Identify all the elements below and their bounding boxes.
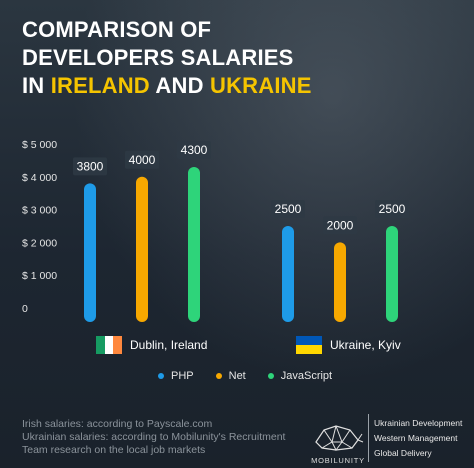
source-line-1: Irish salaries: according to Payscale.co… <box>22 418 213 430</box>
javascript-dot-icon <box>267 373 274 379</box>
source-line-3: Team research on the local job markets <box>22 444 206 456</box>
footer: Irish salaries: according to Payscale.co… <box>0 404 474 468</box>
bar-net-ukraine <box>334 242 346 322</box>
title-line-2: DEVELOPERS SALARIES <box>22 45 294 70</box>
bar-php-ukraine <box>282 226 294 322</box>
bar-net-ireland <box>136 176 148 322</box>
brand-name: MOBILUNITY <box>311 456 365 465</box>
sources-note: Irish salaries: according to Payscale.co… <box>22 418 292 457</box>
bar-php-ireland <box>84 183 96 322</box>
city-ireland-label: Dublin, Ireland <box>130 338 208 352</box>
data-label: 2500 <box>275 202 302 216</box>
legend-javascript-label: JavaScript <box>280 370 333 382</box>
y-tick-label: $ 4 000 <box>22 172 57 184</box>
ireland-flag-icon <box>96 336 122 354</box>
legend-item-net: Net <box>215 370 246 382</box>
y-tick-label: $ 2 000 <box>22 237 57 249</box>
bar-javascript-ukraine <box>386 226 398 322</box>
title-connector: AND <box>155 73 204 98</box>
chart-svg: $ 5 000 $ 4 000 $ 3 000 $ 2 000 $ 1 000 0 3800… <box>22 139 409 322</box>
brand-services: Ukrainian Development Western Management… <box>374 416 462 461</box>
net-dot-icon <box>215 373 222 379</box>
city-ireland: Dublin, Ireland <box>96 336 207 354</box>
title-line-3: IN IRELAND AND UKRAINE <box>22 72 462 100</box>
data-label-box <box>323 216 357 235</box>
title-prefix: IN <box>22 73 45 98</box>
php-dot-icon <box>158 373 164 379</box>
data-label-box <box>375 200 409 218</box>
ukraine-flag-icon <box>296 336 322 354</box>
title-line-1: COMPARISON OF <box>22 17 212 42</box>
salary-chart: $ 5 000 $ 4 000 $ 3 000 $ 2 000 $ 1 000 0 3800… <box>0 128 474 328</box>
y-tick-label: $ 3 000 <box>22 205 57 217</box>
title-highlight-ireland: IRELAND <box>50 73 150 98</box>
brand-divider <box>368 414 369 462</box>
data-label-box <box>125 150 159 169</box>
mobilunity-logo-icon <box>315 425 364 451</box>
y-tick-label: $ 1 000 <box>22 270 57 282</box>
bar-javascript-ireland <box>188 166 200 322</box>
city-ukraine-label: Ukraine, Kyiv <box>330 338 401 352</box>
data-label: 4300 <box>181 143 208 157</box>
source-line-2: Ukrainian salaries: according to Mobilun… <box>22 431 286 443</box>
data-label-box <box>73 157 107 176</box>
service-line-3: Global Delivery <box>374 448 432 458</box>
legend-item-javascript: JavaScript <box>267 370 333 382</box>
y-tick-label: 0 <box>22 303 28 315</box>
service-line-2: Western Management <box>374 433 458 443</box>
legend-net-label: Net <box>228 370 246 382</box>
data-label: 4000 <box>129 153 156 167</box>
data-label-box <box>271 200 305 218</box>
chart-legend: Dublin, Ireland Ukraine, Kyiv PHP Net Ja… <box>0 330 474 400</box>
title-highlight-ukraine: UKRAINE <box>209 73 312 98</box>
data-label-box <box>177 140 211 159</box>
legend-php-label: PHP <box>171 370 194 382</box>
y-tick-label: $ 5 000 <box>22 139 57 151</box>
service-line-1: Ukrainian Development <box>374 418 463 428</box>
page-title: COMPARISON OF DEVELOPERS SALARIES IN IRE… <box>22 16 462 100</box>
legend-item-php: PHP <box>158 370 194 382</box>
data-label: 2500 <box>379 202 406 216</box>
data-label: 3800 <box>77 159 104 173</box>
data-label: 2000 <box>327 218 354 232</box>
series-legend: PHP Net JavaScript <box>158 370 332 382</box>
city-ukraine: Ukraine, Kyiv <box>296 336 401 354</box>
